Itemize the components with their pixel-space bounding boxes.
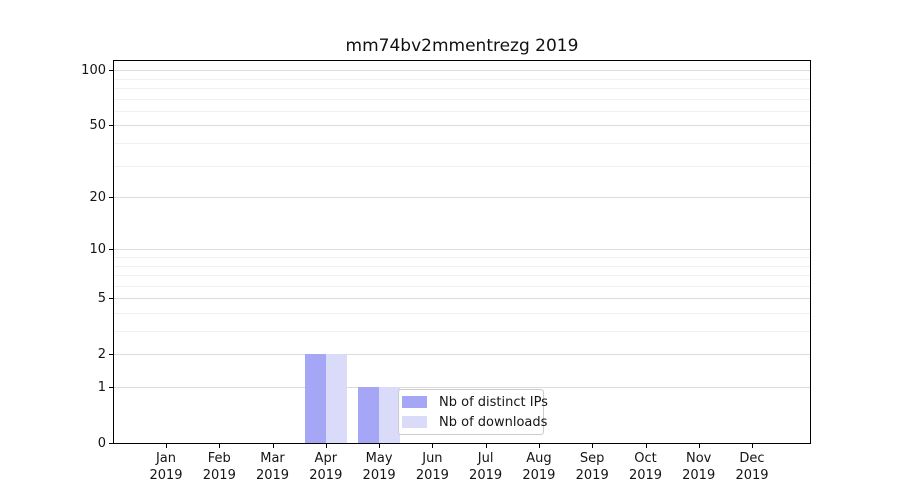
- x-tick: [645, 444, 647, 448]
- gridline-minor: [114, 312, 810, 314]
- x-tick: [538, 444, 540, 448]
- gridline-major: [114, 249, 810, 251]
- y-tick-label: 5: [97, 290, 106, 306]
- gridline-minor: [114, 98, 810, 100]
- gridline-minor: [114, 78, 810, 80]
- x-tick: [698, 444, 700, 448]
- bar: [358, 387, 380, 443]
- gridline-minor: [114, 165, 810, 167]
- gridline-minor: [114, 87, 810, 89]
- x-tick: [432, 444, 434, 448]
- gridline-minor: [114, 142, 810, 144]
- y-tick-label: 0: [97, 435, 106, 451]
- x-tick: [592, 444, 594, 448]
- x-tick: [325, 444, 327, 448]
- gridline-major: [114, 387, 810, 388]
- bar: [379, 387, 401, 443]
- plot-area: Nb of distinct IPs Nb of downloads: [114, 61, 810, 443]
- x-tick: [752, 444, 753, 448]
- x-tick: [485, 444, 487, 448]
- y-tick-label: 1: [97, 379, 106, 395]
- x-tick-label: Aug 2019: [522, 451, 556, 483]
- y-tick: [109, 443, 113, 444]
- x-tick-label: Nov 2019: [682, 451, 716, 483]
- legend-label-distinct-ips: Nb of distinct IPs: [439, 394, 548, 410]
- y-tick: [109, 125, 113, 127]
- x-tick: [272, 444, 274, 448]
- gridline-minor: [114, 256, 810, 258]
- y-tick: [109, 249, 113, 251]
- y-tick-label: 100: [81, 62, 106, 78]
- legend: Nb of distinct IPs Nb of downloads: [398, 389, 548, 435]
- gridline-major: [114, 298, 810, 300]
- legend-label-downloads: Nb of downloads: [439, 414, 548, 430]
- legend-swatch-distinct-ips: [402, 396, 427, 408]
- y-tick: [109, 354, 113, 356]
- y-tick-label: 2: [97, 346, 106, 362]
- gridline-major: [114, 354, 810, 356]
- gridline-major: [114, 125, 810, 127]
- gridline-minor: [114, 285, 810, 287]
- y-tick-label: 10: [89, 241, 106, 257]
- legend-item-distinct-ips: Nb of distinct IPs: [402, 395, 548, 410]
- x-tick: [219, 444, 221, 448]
- x-tick-label: Sep 2019: [575, 451, 609, 483]
- gridline-minor: [114, 110, 810, 112]
- x-tick-label: Feb 2019: [202, 451, 236, 483]
- x-tick-label: Jul 2019: [469, 451, 503, 483]
- y-tick: [109, 70, 113, 72]
- x-tick: [166, 444, 167, 448]
- gridline-major: [114, 70, 810, 72]
- x-tick-label: Jun 2019: [415, 451, 449, 483]
- x-tick-label: Apr 2019: [309, 451, 343, 483]
- gridline-major: [114, 197, 810, 198]
- chart-title: mm74bv2mmentrezg 2019: [345, 36, 579, 56]
- x-tick-label: Dec 2019: [735, 451, 769, 483]
- gridline-minor: [114, 275, 810, 276]
- x-tick-label: Jan 2019: [149, 451, 183, 483]
- bar: [304, 354, 326, 443]
- y-tick: [109, 298, 113, 300]
- legend-item-downloads: Nb of downloads: [402, 415, 547, 430]
- y-tick-label: 20: [89, 189, 106, 205]
- y-tick: [109, 197, 113, 198]
- x-tick-label: Oct 2019: [628, 451, 663, 483]
- legend-swatch-downloads: [402, 416, 427, 428]
- gridline-minor: [114, 331, 810, 332]
- x-tick: [379, 444, 381, 448]
- x-tick-label: Mar 2019: [255, 451, 290, 483]
- x-tick-label: May 2019: [362, 451, 396, 483]
- y-tick-label: 50: [89, 117, 106, 133]
- y-tick: [109, 387, 113, 388]
- bar: [325, 354, 347, 443]
- gridline-minor: [114, 265, 810, 267]
